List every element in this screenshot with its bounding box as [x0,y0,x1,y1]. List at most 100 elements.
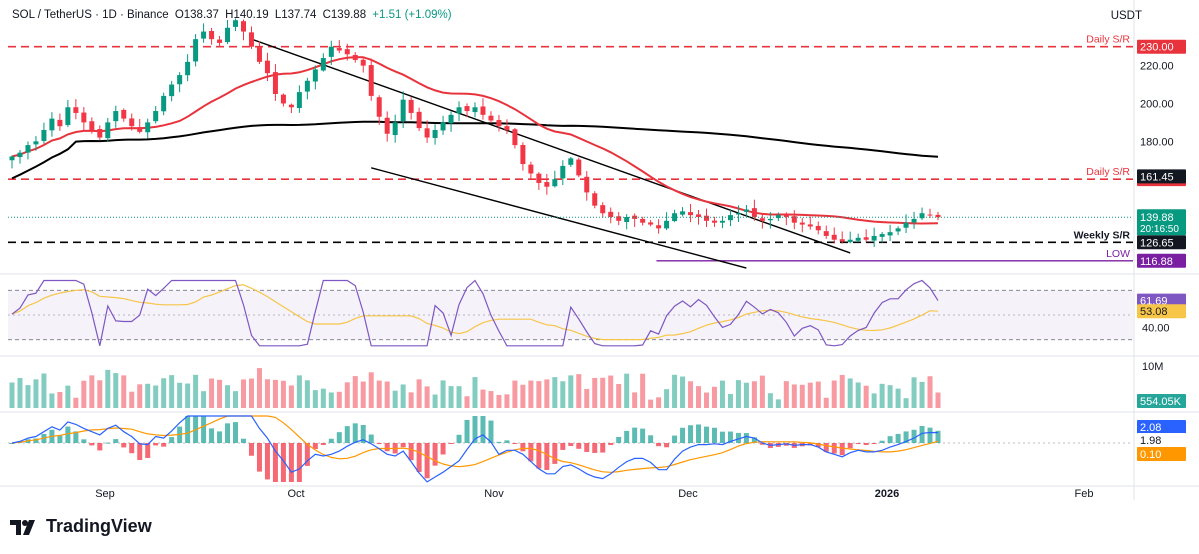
ohlc-change: +1.51 (+1.09%) [372,9,452,21]
macd-histogram-bar [153,443,159,446]
candle-body [456,107,462,114]
candle-body [320,58,326,71]
candle-body [735,213,741,215]
volume-bar [320,388,326,408]
candle-body [775,215,781,219]
volume-bar [560,381,566,408]
ohlc-close: C139.88 [322,9,367,21]
macd-histogram-bar [520,443,526,452]
tradingview-logo[interactable]: TradingView [10,516,152,537]
macd-histogram-bar [432,443,438,466]
macd-histogram-bar [296,443,302,482]
macd-histogram-badge: 0.10 [1140,449,1161,461]
candle-body [791,216,797,223]
candle-body [448,114,454,124]
macd-histogram-bar [320,443,326,446]
candle-body [57,119,63,127]
volume-bar [336,391,342,408]
macd-value-badge-bg [1137,420,1186,434]
volume-bar [520,384,526,408]
macd-histogram-bar [751,437,757,443]
macd-histogram-bar [688,425,694,443]
macd-histogram-bar [73,431,79,443]
volume-bar [456,386,462,408]
candle-body [903,222,909,228]
macd-histogram-bar [504,440,510,443]
macd-histogram-bar [33,438,39,443]
level-label: LOW [1106,248,1130,260]
candle-body [680,211,686,215]
candle-body [576,159,582,176]
candle-body [161,95,167,112]
macd-histogram-bar [927,427,933,443]
candle-body [600,205,606,214]
level-price-badge: 116.88 [1140,256,1173,268]
volume-bar [264,379,270,408]
macd-histogram-bar [735,432,741,443]
macd-histogram-bar [256,443,262,472]
volume-bar [600,377,606,408]
candle-body [97,129,103,138]
last-price-badge: 139.88 [1140,212,1174,224]
macd-histogram-bar [879,440,885,443]
macd-histogram-bar [264,443,270,480]
macd-histogram-bar [448,443,454,444]
macd-value-badge: 2.08 [1140,422,1161,434]
ohlc-high: H140.19 [225,9,269,21]
macd-histogram-bar [105,442,111,444]
macd-histogram-bar [552,443,558,464]
macd-histogram-bar [727,431,733,443]
macd-histogram-bar [704,426,709,443]
volume-bar [201,391,207,408]
macd-histogram-bar [280,443,286,482]
candle-body [440,122,446,131]
volume-bar [217,379,223,408]
volume-bar [895,388,901,408]
candle-body [472,107,478,113]
candle-body [584,176,590,193]
candle-body [767,218,773,221]
candle-body [847,239,853,243]
level-label: Daily S/R [1086,34,1130,46]
macd-histogram-bar [680,427,686,443]
volume-bar [919,381,925,408]
volume-bar [129,391,135,408]
macd-histogram-bar [863,443,869,446]
candle-body [65,107,71,125]
macd-histogram-bar [823,443,829,452]
level-price-badge-bg [1137,39,1186,54]
volume-bar [256,368,262,408]
price-tick-label: 220.00 [1140,61,1174,73]
rsi-tick-label: 40.00 [1142,322,1170,334]
macd-histogram-bar [424,443,430,479]
macd-histogram-bar [576,443,582,449]
candle-body [640,218,646,223]
time-tick-label: Nov [484,488,504,500]
volume-bar [464,396,470,408]
macd-histogram-bar [480,416,486,443]
symbol-title[interactable]: SOL / TetherUS · 1D · Binance [12,9,169,21]
volume-bar [743,382,749,408]
candle-body [288,104,294,108]
candle-body [759,218,765,221]
candle-body [264,60,270,74]
candle-body [145,122,151,133]
candle-body [49,118,55,131]
candle-body [831,234,837,240]
rsi-line [11,279,939,347]
macd-histogram-bar [384,443,390,452]
candle-body [25,145,31,153]
macd-histogram-bar [368,434,374,443]
candle-body [751,208,757,218]
candle-body [608,211,614,218]
macd-histogram-bar [248,443,254,456]
candle-body [568,158,574,165]
volume-bar [448,386,454,408]
macd-histogram-bar [711,427,717,443]
volume-current-badge: 554.05K [1140,396,1182,408]
price-tick-label: 200.00 [1140,98,1174,110]
macd-histogram-bar [145,443,151,458]
volume-bar [696,386,702,408]
volume-bar [839,374,845,408]
